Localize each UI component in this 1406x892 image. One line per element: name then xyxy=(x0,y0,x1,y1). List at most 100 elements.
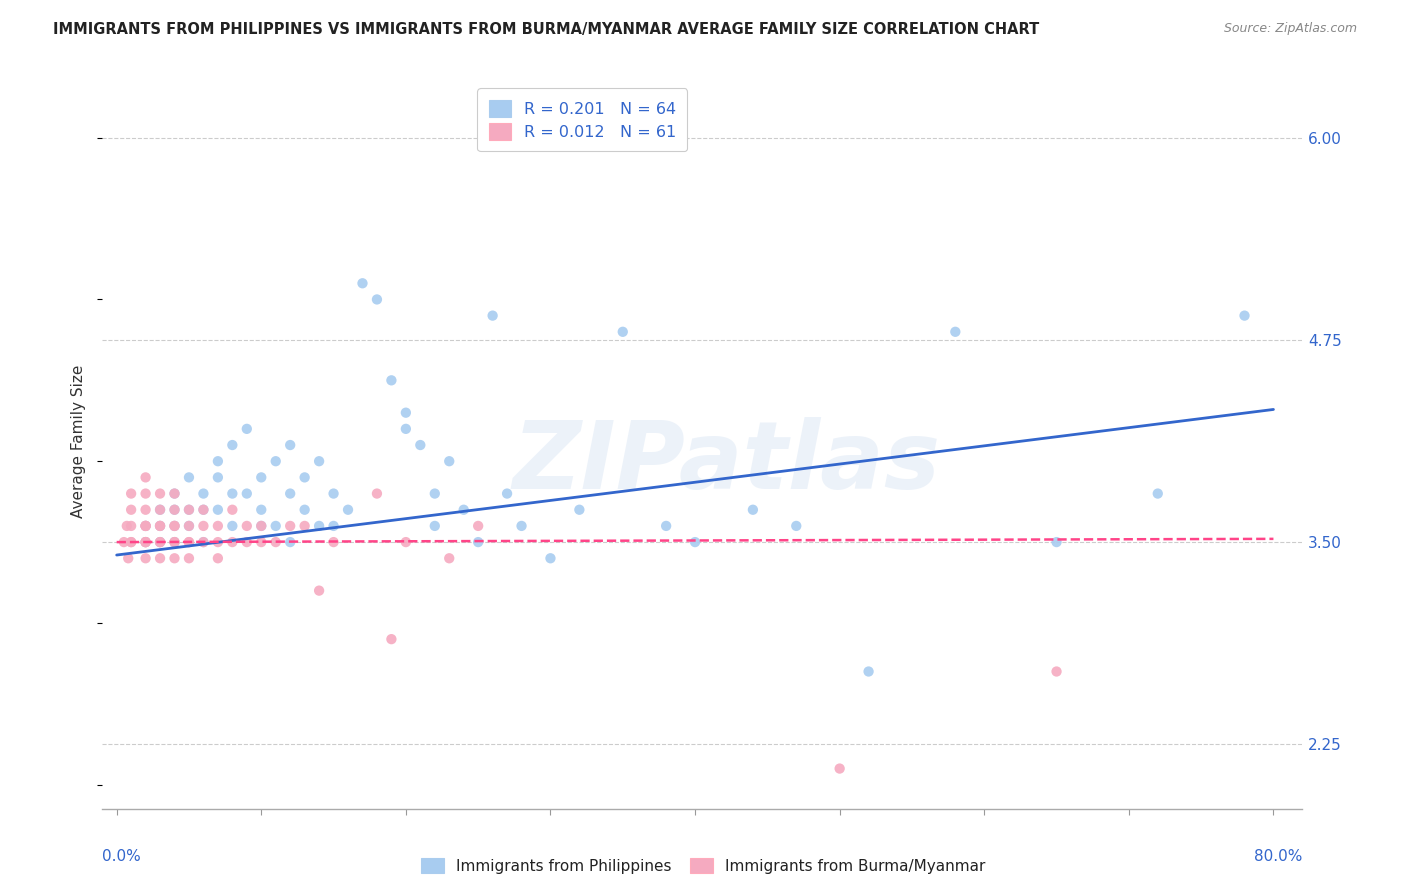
Text: 0.0%: 0.0% xyxy=(103,849,141,864)
Point xyxy=(264,535,287,549)
Point xyxy=(135,486,157,500)
Point xyxy=(177,470,200,484)
Point xyxy=(278,486,301,500)
Point xyxy=(120,486,142,500)
Point xyxy=(366,293,388,307)
Point xyxy=(207,502,229,516)
Point xyxy=(177,535,200,549)
Point xyxy=(193,535,215,549)
Point xyxy=(149,519,172,533)
Point xyxy=(250,519,273,533)
Point xyxy=(149,519,172,533)
Point xyxy=(1045,535,1067,549)
Point xyxy=(193,535,215,549)
Point xyxy=(135,535,157,549)
Point xyxy=(163,519,186,533)
Point xyxy=(250,470,273,484)
Point xyxy=(163,519,186,533)
Point xyxy=(380,373,402,387)
Point xyxy=(135,519,157,533)
Point xyxy=(294,470,316,484)
Point xyxy=(149,535,172,549)
Point xyxy=(264,454,287,468)
Point xyxy=(540,551,562,566)
Point xyxy=(467,519,489,533)
Point xyxy=(163,486,186,500)
Legend: R = 0.201   N = 64, R = 0.012   N = 61: R = 0.201 N = 64, R = 0.012 N = 61 xyxy=(478,88,688,151)
Point xyxy=(568,502,591,516)
Point xyxy=(193,486,215,500)
Point xyxy=(207,519,229,533)
Point xyxy=(221,502,243,516)
Point xyxy=(250,502,273,516)
Point xyxy=(177,535,200,549)
Point xyxy=(221,438,243,452)
Legend: Immigrants from Philippines, Immigrants from Burma/Myanmar: Immigrants from Philippines, Immigrants … xyxy=(415,852,991,880)
Point xyxy=(828,762,851,776)
Point xyxy=(1045,665,1067,679)
Point xyxy=(423,519,446,533)
Point xyxy=(467,535,489,549)
Point xyxy=(149,486,172,500)
Point xyxy=(322,535,344,549)
Point xyxy=(177,502,200,516)
Point xyxy=(278,519,301,533)
Point xyxy=(395,422,418,436)
Point xyxy=(135,535,157,549)
Point xyxy=(163,551,186,566)
Point xyxy=(221,535,243,549)
Point xyxy=(193,519,215,533)
Point xyxy=(135,535,157,549)
Point xyxy=(423,486,446,500)
Point xyxy=(337,502,360,516)
Text: Source: ZipAtlas.com: Source: ZipAtlas.com xyxy=(1223,22,1357,36)
Point xyxy=(1233,309,1256,323)
Point xyxy=(207,470,229,484)
Point xyxy=(294,519,316,533)
Point xyxy=(149,502,172,516)
Point xyxy=(496,486,519,500)
Point xyxy=(308,583,330,598)
Text: IMMIGRANTS FROM PHILIPPINES VS IMMIGRANTS FROM BURMA/MYANMAR AVERAGE FAMILY SIZE: IMMIGRANTS FROM PHILIPPINES VS IMMIGRANT… xyxy=(53,22,1039,37)
Point xyxy=(135,519,157,533)
Point xyxy=(278,535,301,549)
Point xyxy=(163,535,186,549)
Point xyxy=(120,519,142,533)
Point xyxy=(510,519,533,533)
Point xyxy=(264,519,287,533)
Point xyxy=(409,438,432,452)
Point xyxy=(322,519,344,533)
Point xyxy=(278,438,301,452)
Point xyxy=(163,502,186,516)
Point xyxy=(163,535,186,549)
Point xyxy=(308,454,330,468)
Point xyxy=(785,519,807,533)
Point xyxy=(135,519,157,533)
Point xyxy=(115,519,138,533)
Point xyxy=(439,454,461,468)
Point xyxy=(352,277,374,291)
Point xyxy=(741,502,763,516)
Point xyxy=(120,535,142,549)
Point xyxy=(250,519,273,533)
Point xyxy=(250,535,273,549)
Point xyxy=(135,470,157,484)
Point xyxy=(294,502,316,516)
Point xyxy=(135,519,157,533)
Point xyxy=(236,535,259,549)
Text: ZIPatlas: ZIPatlas xyxy=(512,417,941,509)
Point xyxy=(163,535,186,549)
Point xyxy=(236,422,259,436)
Text: 80.0%: 80.0% xyxy=(1254,849,1302,864)
Point xyxy=(453,502,475,516)
Point xyxy=(380,632,402,647)
Point xyxy=(683,535,706,549)
Point xyxy=(163,519,186,533)
Point xyxy=(207,454,229,468)
Point xyxy=(177,502,200,516)
Point xyxy=(481,309,503,323)
Point xyxy=(207,535,229,549)
Point xyxy=(163,486,186,500)
Point xyxy=(193,502,215,516)
Point xyxy=(120,502,142,516)
